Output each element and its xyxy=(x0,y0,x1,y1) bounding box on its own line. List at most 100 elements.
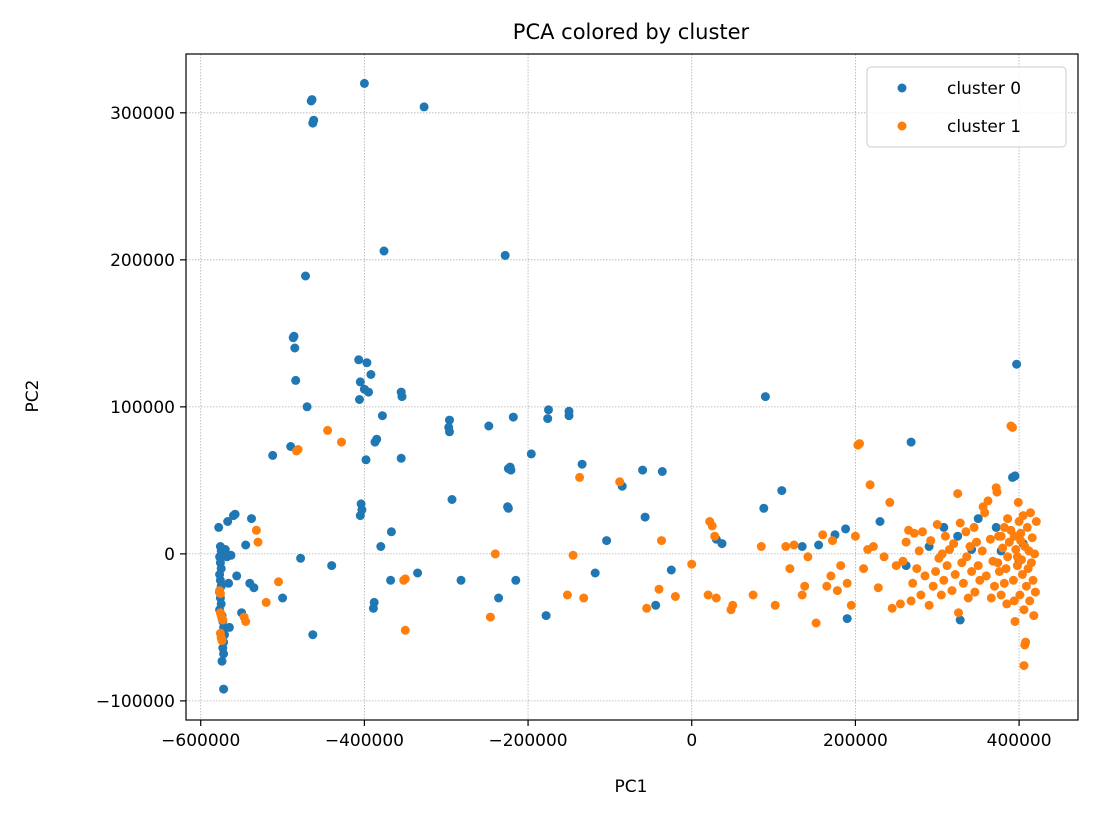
data-point-cluster-1 xyxy=(996,590,1006,600)
data-point-cluster-1 xyxy=(836,561,846,571)
data-point-cluster-0 xyxy=(541,611,551,621)
data-point-cluster-1 xyxy=(811,618,821,628)
chart-title: PCA colored by cluster xyxy=(513,20,750,44)
data-point-cluster-1 xyxy=(924,600,934,610)
data-point-cluster-1 xyxy=(1002,599,1012,609)
data-point-cluster-0 xyxy=(368,603,378,613)
data-point-cluster-1 xyxy=(931,567,941,576)
data-point-cluster-1 xyxy=(657,536,666,546)
data-point-cluster-1 xyxy=(973,561,983,571)
data-point-cluster-1 xyxy=(756,542,766,551)
data-point-cluster-0 xyxy=(657,467,667,476)
data-point-cluster-1 xyxy=(947,586,957,596)
data-point-cluster-1 xyxy=(748,590,758,600)
data-point-cluster-1 xyxy=(579,593,589,603)
data-point-cluster-1 xyxy=(992,487,1002,497)
data-point-cluster-0 xyxy=(797,542,807,551)
data-point-cluster-0 xyxy=(361,455,371,465)
data-point-cluster-0 xyxy=(249,583,259,593)
data-point-cluster-0 xyxy=(759,503,769,513)
data-point-cluster-0 xyxy=(511,575,521,585)
data-point-cluster-0 xyxy=(717,539,727,549)
data-point-cluster-0 xyxy=(354,355,364,365)
data-point-cluster-1 xyxy=(873,583,883,593)
data-point-cluster-1 xyxy=(1027,533,1037,543)
data-point-cluster-0 xyxy=(777,486,787,496)
data-point-cluster-0 xyxy=(217,656,227,666)
data-point-cluster-1 xyxy=(937,549,947,559)
data-point-cluster-1 xyxy=(1018,511,1028,521)
data-point-cluster-1 xyxy=(800,581,810,591)
data-point-cluster-1 xyxy=(996,531,1006,541)
data-point-cluster-1 xyxy=(785,564,795,574)
data-point-cluster-1 xyxy=(575,472,585,482)
data-point-cluster-0 xyxy=(220,545,230,554)
data-point-cluster-1 xyxy=(1016,528,1026,538)
y-tick-label: 0 xyxy=(164,545,175,565)
data-point-cluster-1 xyxy=(916,590,926,600)
data-point-cluster-0 xyxy=(590,568,600,578)
data-point-cluster-0 xyxy=(219,684,229,694)
data-point-cluster-1 xyxy=(865,480,875,490)
x-tick-label: 400000 xyxy=(987,731,1052,751)
data-point-cluster-0 xyxy=(366,370,376,379)
data-point-cluster-1 xyxy=(1030,549,1040,559)
data-point-cluster-1 xyxy=(846,600,856,610)
data-point-cluster-1 xyxy=(920,571,930,581)
data-point-cluster-0 xyxy=(355,377,365,387)
data-point-cluster-1 xyxy=(485,612,495,622)
data-point-cluster-1 xyxy=(1028,575,1038,585)
data-point-cluster-1 xyxy=(965,542,975,551)
x-axis-ticks: −600000 −400000 −200000 0 200000 400000 xyxy=(161,720,1052,751)
data-point-cluster-0 xyxy=(506,465,516,475)
x-tick-label: −200000 xyxy=(488,731,567,751)
data-point-cluster-0 xyxy=(842,614,852,624)
data-point-cluster-0 xyxy=(445,415,454,425)
data-point-cluster-1 xyxy=(1010,617,1020,626)
data-point-cluster-0 xyxy=(544,405,553,415)
data-point-cluster-1 xyxy=(1006,525,1016,535)
data-point-cluster-1 xyxy=(217,636,227,646)
data-point-cluster-1 xyxy=(490,549,500,559)
data-point-cluster-1 xyxy=(855,439,864,449)
data-point-cluster-1 xyxy=(1029,611,1039,621)
data-point-cluster-1 xyxy=(1003,514,1013,524)
data-point-cluster-0 xyxy=(370,437,380,447)
data-point-cluster-1 xyxy=(822,581,832,591)
data-point-cluster-0 xyxy=(456,575,466,585)
data-point-cluster-0 xyxy=(308,630,318,640)
data-point-cluster-1 xyxy=(215,589,225,599)
data-point-cluster-0 xyxy=(577,459,587,469)
data-point-cluster-1 xyxy=(818,530,828,540)
data-point-cluster-1 xyxy=(859,564,869,574)
data-point-cluster-0 xyxy=(1012,359,1022,369)
data-point-cluster-0 xyxy=(666,565,676,575)
data-point-cluster-1 xyxy=(912,564,922,574)
data-point-cluster-1 xyxy=(710,531,720,541)
data-point-cluster-1 xyxy=(975,575,985,585)
data-point-cluster-0 xyxy=(955,615,965,625)
data-point-cluster-1 xyxy=(1008,422,1017,432)
data-point-cluster-1 xyxy=(703,590,713,600)
data-point-cluster-1 xyxy=(261,597,271,607)
data-point-cluster-0 xyxy=(564,411,574,421)
data-point-cluster-0 xyxy=(991,522,1001,532)
data-point-cluster-1 xyxy=(562,590,572,600)
data-point-cluster-1 xyxy=(687,559,697,569)
data-point-cluster-0 xyxy=(543,414,553,424)
data-point-cluster-1 xyxy=(323,425,333,435)
data-point-cluster-1 xyxy=(1011,545,1021,554)
data-point-cluster-1 xyxy=(615,477,625,487)
data-point-cluster-1 xyxy=(898,556,908,566)
data-point-cluster-0 xyxy=(503,503,513,513)
data-points xyxy=(214,78,1041,694)
data-point-cluster-1 xyxy=(928,581,938,591)
data-point-cluster-0 xyxy=(906,437,916,447)
legend-box xyxy=(866,66,1067,148)
data-point-cluster-1 xyxy=(1013,497,1023,507)
data-point-cluster-1 xyxy=(1017,570,1027,579)
data-point-cluster-0 xyxy=(290,343,300,353)
data-point-cluster-1 xyxy=(770,600,780,610)
data-point-cluster-1 xyxy=(707,521,717,531)
